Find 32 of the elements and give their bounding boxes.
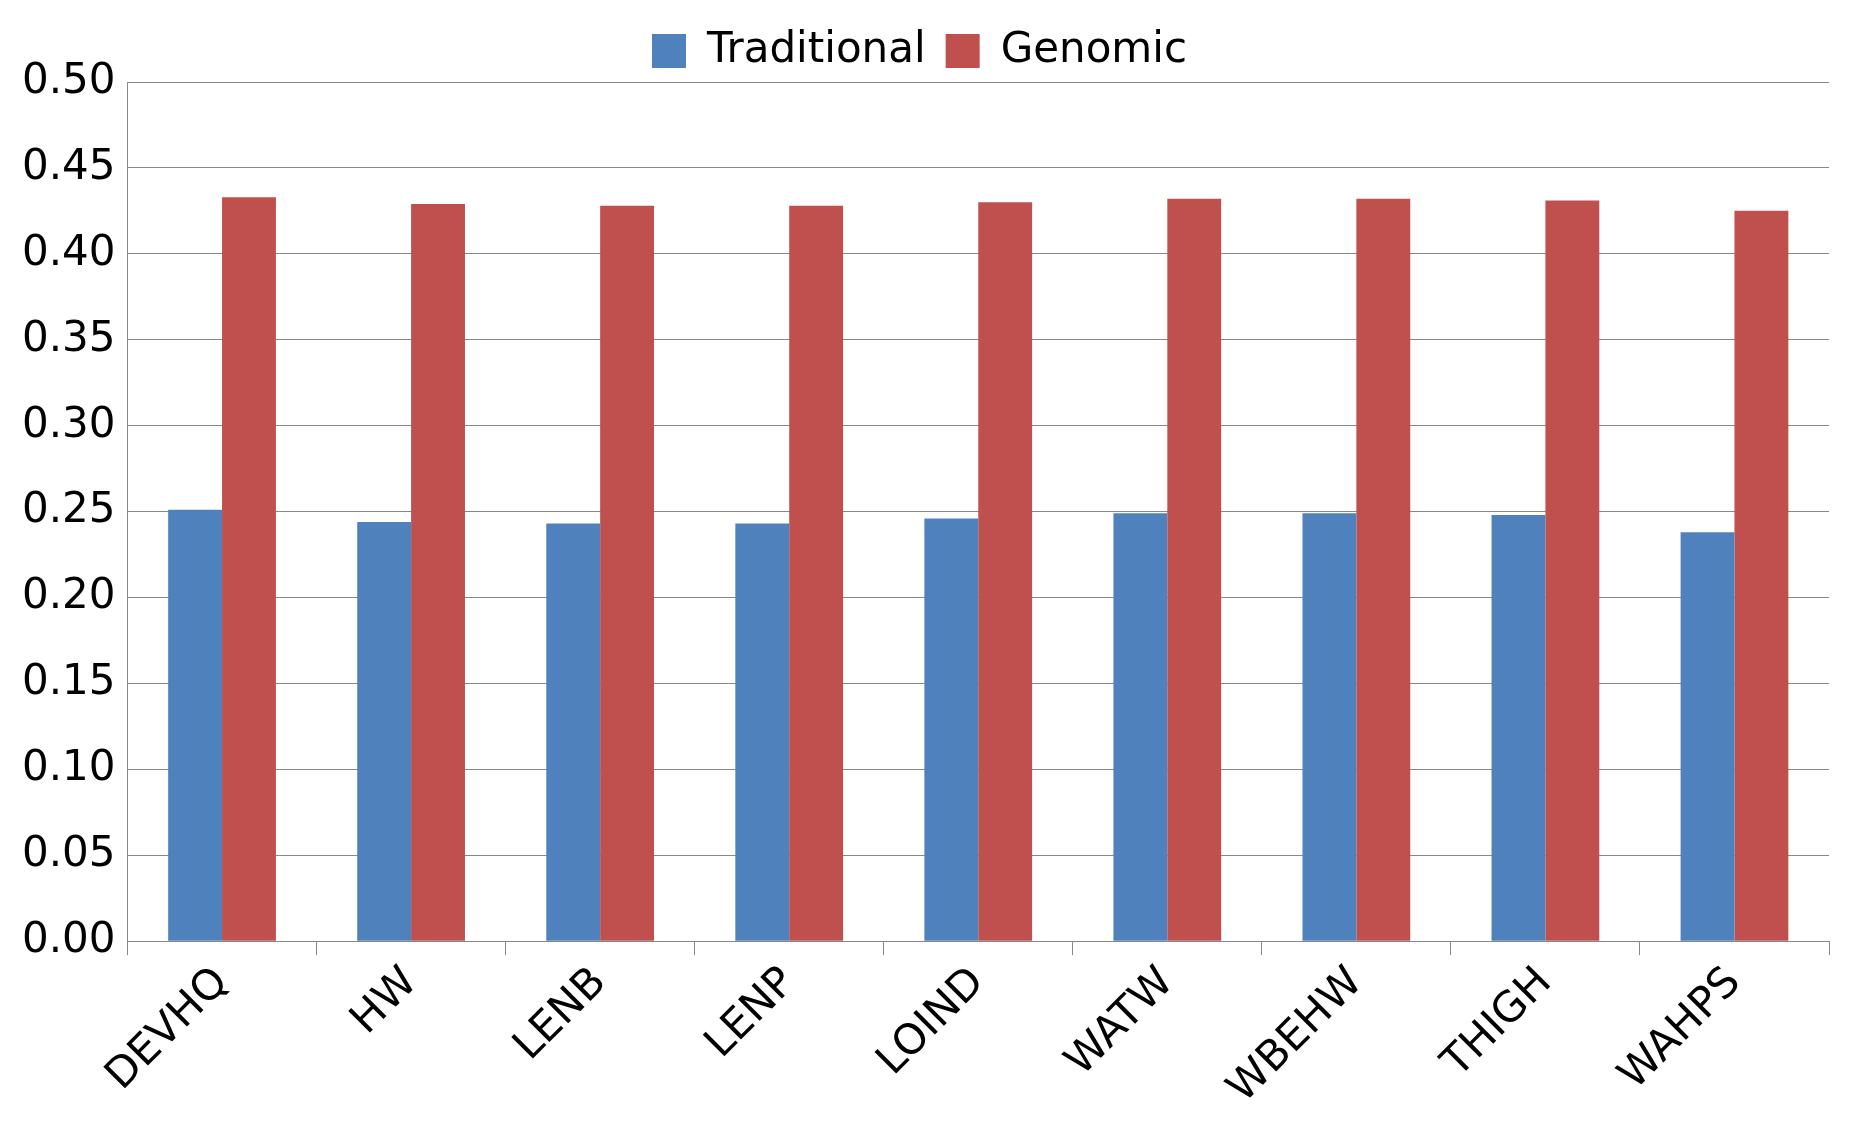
bar [1356,198,1411,941]
y-tick-label: 0.30 [22,397,116,447]
y-tick-label: 0.10 [22,741,116,791]
bar [735,523,790,941]
y-tick-label: 0.35 [22,311,116,361]
y-tick-label: 0.00 [22,913,116,963]
y-tick-label: 0.40 [22,225,116,275]
y-tick-label: 0.20 [22,569,116,619]
y-tick-label: 0.25 [22,483,116,533]
bar [222,197,276,941]
bar [1167,198,1222,941]
y-tick-label: 0.45 [22,139,116,189]
bar [1734,210,1789,941]
bar [546,523,601,941]
x-tick-label: HW [339,956,426,1043]
bar [411,204,465,941]
bar [1680,532,1735,941]
bar [1302,513,1357,941]
bar [789,205,844,941]
bar [1491,515,1546,941]
y-tick-label: 0.50 [22,53,116,103]
y-tick-label: 0.15 [22,655,116,705]
bar [357,521,412,941]
bar [1113,513,1168,941]
y-tick-label: 0.05 [22,827,116,877]
legend-label: Genomic [1000,22,1188,72]
bar [924,518,979,941]
bar [978,202,1033,941]
legend-label: Traditional [705,22,926,72]
bar [168,509,223,941]
bar [600,205,655,941]
bar [1545,200,1600,941]
